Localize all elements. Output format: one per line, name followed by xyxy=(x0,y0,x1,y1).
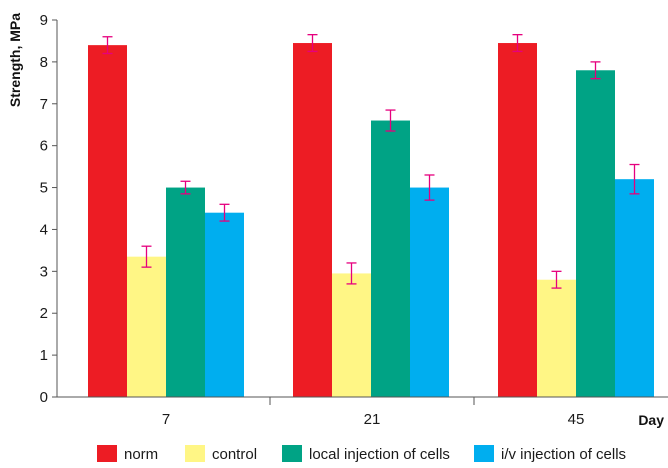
error-bar xyxy=(141,245,152,268)
error-bar xyxy=(219,203,230,222)
legend-item: norm xyxy=(97,445,158,463)
legend-label: norm xyxy=(124,446,158,463)
legend-swatch xyxy=(282,445,302,462)
legend-swatch xyxy=(474,445,494,462)
bar-i-v-injection-of-cells-day-45 xyxy=(615,179,654,397)
y-tick-label: 5 xyxy=(40,180,48,197)
y-tick-label: 8 xyxy=(40,54,48,71)
error-bar xyxy=(590,61,601,80)
legend-item: i/v injection of cells xyxy=(474,445,626,463)
bars xyxy=(88,43,654,398)
legend-item: local injection of cells xyxy=(282,445,450,463)
error-bar xyxy=(424,174,435,201)
bar-i-v-injection-of-cells-day-21 xyxy=(410,187,449,397)
error-bar xyxy=(307,34,318,53)
error-bar xyxy=(629,163,640,195)
x-tick-label: 7 xyxy=(162,411,170,428)
x-axis-ticks: 7 21 45 xyxy=(162,397,585,428)
error-bar xyxy=(180,180,191,195)
legend: norm control local injection of cells i/v i… xyxy=(97,445,626,463)
error-bar xyxy=(551,270,562,289)
y-axis-ticks: 0 1 2 3 4 5 6 7 8 9 xyxy=(40,12,57,406)
y-tick-label: 6 xyxy=(40,138,48,155)
error-bar xyxy=(346,262,357,285)
legend-swatch xyxy=(185,445,205,462)
legend-label: local injection of cells xyxy=(309,446,450,463)
error-bar xyxy=(385,109,396,132)
legend-label: i/v injection of cells xyxy=(501,446,626,463)
legend-label: control xyxy=(212,446,257,463)
bar-local-injection-of-cells-day-7 xyxy=(166,187,205,397)
x-tick-label: 45 xyxy=(568,411,585,428)
y-axis-title: Strength, MPa xyxy=(7,13,23,107)
error-bars xyxy=(102,34,640,289)
bar-control-day-45 xyxy=(537,279,576,397)
y-tick-label: 2 xyxy=(40,305,48,322)
legend-swatch xyxy=(97,445,117,462)
bar-norm-day-45 xyxy=(498,43,537,398)
bar-control-day-7 xyxy=(127,256,166,397)
y-tick-label: 1 xyxy=(40,347,48,364)
legend-item: control xyxy=(185,445,257,463)
bar-norm-day-7 xyxy=(88,45,127,398)
y-tick-label: 4 xyxy=(40,221,48,238)
y-tick-label: 7 xyxy=(40,96,48,113)
bar-local-injection-of-cells-day-45 xyxy=(576,70,615,398)
bar-norm-day-21 xyxy=(293,43,332,398)
x-tick-label: 21 xyxy=(364,411,381,428)
y-tick-label: 3 xyxy=(40,263,48,280)
y-tick-label: 9 xyxy=(40,12,48,29)
axes xyxy=(56,20,668,398)
bar-i-v-injection-of-cells-day-7 xyxy=(205,212,244,397)
bar-control-day-21 xyxy=(332,273,371,397)
bar-local-injection-of-cells-day-21 xyxy=(371,120,410,398)
y-tick-label: 0 xyxy=(40,389,48,406)
error-bar xyxy=(512,34,523,53)
x-axis-title: Day xyxy=(638,412,664,428)
error-bar xyxy=(102,36,113,55)
